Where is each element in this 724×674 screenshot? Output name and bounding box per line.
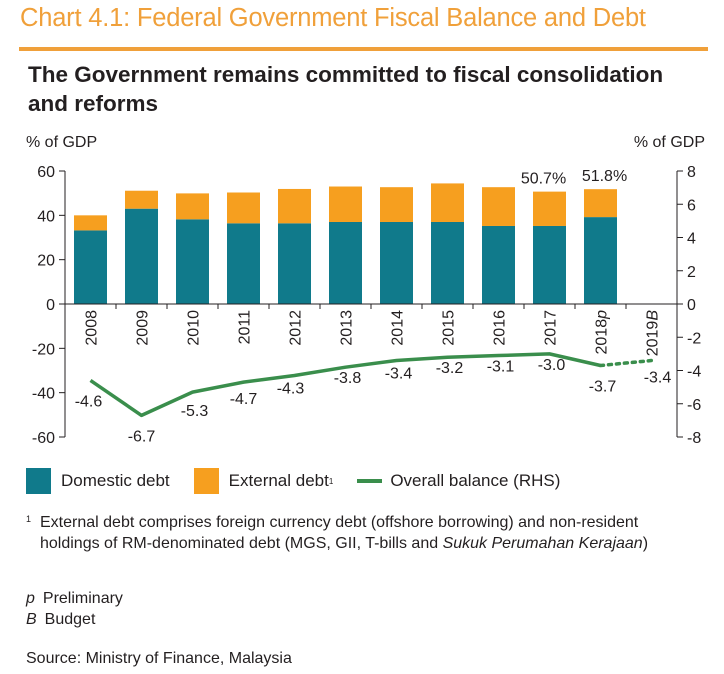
abbreviation-meaning: Preliminary xyxy=(42,590,123,607)
balance-data-label: -3.2 xyxy=(436,360,464,377)
y-tick-label-left: 60 xyxy=(37,164,55,181)
y-tick-label-left: 40 xyxy=(37,208,55,225)
chart-number-title: Chart 4.1: Federal Government Fiscal Bal… xyxy=(20,4,646,32)
y-tick-label-right: -8 xyxy=(687,430,701,447)
y-tick-label-left: 0 xyxy=(46,297,55,314)
bar-external-2015 xyxy=(431,183,464,222)
x-tick-label: 2010 xyxy=(186,310,203,346)
x-tick-label: 2016 xyxy=(492,310,509,346)
legend-swatch-external xyxy=(193,468,219,494)
bar-external-2011 xyxy=(227,192,260,224)
y-tick-label-right: 6 xyxy=(687,197,696,214)
balance-data-label: -3.0 xyxy=(538,357,566,374)
bar-total-label: 50.7% xyxy=(521,171,566,188)
bar-domestic-2018p xyxy=(584,217,617,304)
balance-data-label: -4.3 xyxy=(277,380,305,397)
y-tick-label-right: -4 xyxy=(687,364,701,381)
legend-item-balance: Overall balance (RHS) xyxy=(357,471,560,491)
balance-line xyxy=(89,352,601,418)
bar-external-2013 xyxy=(329,186,362,222)
legend-footnote-mark: 1 xyxy=(328,476,334,486)
x-tick-label: 2017 xyxy=(543,310,560,346)
x-tick-label: 2014 xyxy=(390,310,407,346)
y-tick-label-right: 4 xyxy=(687,231,696,248)
y-axis-label-left: % of GDP xyxy=(26,134,97,151)
balance-data-label: -5.3 xyxy=(181,403,209,420)
balance-data-label: -3.4 xyxy=(385,366,413,383)
bar-external-2016 xyxy=(482,187,515,226)
legend-item-external: External debt 1 xyxy=(193,468,334,494)
bar-total-label: 51.8% xyxy=(582,168,627,185)
legend-item-domestic: Domestic debt xyxy=(26,468,170,494)
legend-label-external: External debt xyxy=(228,471,329,490)
bar-domestic-2009 xyxy=(125,208,158,304)
y-axis-label-right: % of GDP xyxy=(634,134,705,151)
y-tick-label-left: -40 xyxy=(32,386,55,403)
legend: Domestic debt External debt 1 Overall bal… xyxy=(26,467,584,495)
headline: The Government remains committed to fisc… xyxy=(28,62,664,116)
bar-external-2009 xyxy=(125,190,158,209)
title-rule xyxy=(19,47,708,51)
abbreviation-preliminary: p Preliminary xyxy=(26,590,123,608)
x-tick-label: 2018p xyxy=(594,310,611,355)
bar-domestic-2016 xyxy=(482,225,515,304)
balance-data-label: -3.4 xyxy=(644,370,672,387)
footnote-text-italic: Sukuk Perumahan Kerajaan xyxy=(442,535,643,552)
bar-external-2012 xyxy=(278,188,311,224)
bar-external-2017 xyxy=(533,191,566,226)
balance-data-label: -3.8 xyxy=(334,370,362,387)
x-tick-label: 2012 xyxy=(288,310,305,346)
bar-domestic-2014 xyxy=(380,221,413,304)
footnote-text-end: ) xyxy=(642,535,649,552)
balance-line-projection xyxy=(598,358,654,368)
x-tick-label: 2008 xyxy=(84,310,101,346)
bar-domestic-2010 xyxy=(176,219,209,304)
footnote-text: External debt comprises foreign currency… xyxy=(40,512,666,554)
bar-domestic-2008 xyxy=(74,230,107,304)
y-tick-label-right: 2 xyxy=(687,264,696,281)
bar-domestic-2012 xyxy=(278,223,311,304)
bar-domestic-2017 xyxy=(533,225,566,304)
bar-external-2010 xyxy=(176,193,209,220)
balance-data-label: -4.7 xyxy=(230,391,258,408)
y-tick-label-left: -20 xyxy=(32,341,55,358)
x-tick-label: 2013 xyxy=(339,310,356,346)
bar-domestic-2011 xyxy=(227,223,260,304)
source-note: Source: Ministry of Finance, Malaysia xyxy=(26,650,292,667)
bar-domestic-2013 xyxy=(329,221,362,304)
legend-swatch-domestic xyxy=(26,468,51,494)
footnote-text-plain: External debt comprises foreign currency… xyxy=(40,514,639,552)
balance-data-label: -3.7 xyxy=(589,379,617,396)
x-tick-label: 2015 xyxy=(441,310,458,346)
bar-external-2014 xyxy=(380,187,413,222)
abbreviation-meaning: Budget xyxy=(44,611,96,628)
y-tick-label-right: -6 xyxy=(687,397,701,414)
balance-data-label: -3.1 xyxy=(487,359,515,376)
y-tick-label-left: 20 xyxy=(37,253,55,270)
x-tick-label: 2011 xyxy=(237,310,254,345)
y-tick-label-right: 0 xyxy=(687,297,696,314)
y-tick-label-right: 8 xyxy=(687,164,696,181)
debt-balance-chart: % of GDP % of GDP 6040200-20-40-6086420-… xyxy=(26,134,705,447)
footnote: 1 External debt comprises foreign curren… xyxy=(26,512,666,554)
abbreviation-budget: B Budget xyxy=(26,611,95,629)
legend-label-balance: Overall balance (RHS) xyxy=(390,471,561,490)
legend-label-domestic: Domestic debt xyxy=(61,471,170,490)
footnote-mark: 1 xyxy=(26,514,32,524)
abbreviation-symbol: B xyxy=(26,611,37,628)
x-tick-label: 2019B xyxy=(645,310,662,357)
y-tick-label-right: -2 xyxy=(687,330,701,347)
y-tick-label-left: -60 xyxy=(32,430,55,447)
abbreviation-symbol: p xyxy=(26,590,35,607)
bar-external-2008 xyxy=(74,215,107,231)
bar-domestic-2015 xyxy=(431,221,464,304)
legend-swatch-balance xyxy=(357,479,383,483)
x-tick-label: 2009 xyxy=(135,310,152,346)
balance-data-label: -4.6 xyxy=(75,393,103,410)
balance-data-label: -6.7 xyxy=(128,428,156,445)
bar-external-2018p xyxy=(584,189,617,218)
